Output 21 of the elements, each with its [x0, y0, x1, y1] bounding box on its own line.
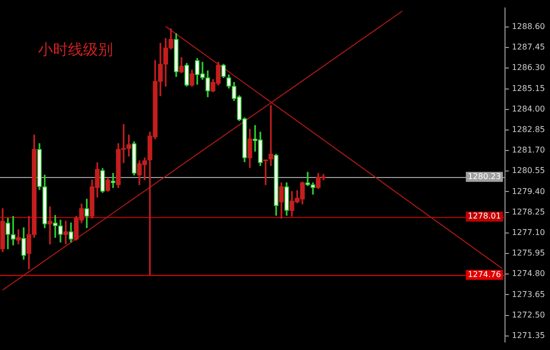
y-tick-label: 1274.80: [512, 269, 546, 278]
candlestick: [48, 206, 52, 244]
text: 小时线级别: [38, 40, 113, 59]
y-tick-label: 1282.85: [512, 125, 546, 134]
y-tick-label: 1288.60: [512, 22, 546, 32]
y-tick-label: 1285.15: [512, 84, 546, 93]
y-tick-label: 1280.55: [512, 166, 546, 176]
y-tick-label: 1278.25: [512, 207, 546, 216]
y-tick-label: 1281.70: [512, 146, 546, 155]
y-tick-label: 1284.00: [512, 104, 546, 114]
y-tick-label: 1272.50: [512, 310, 546, 320]
ref-line-label: 1280.23: [468, 172, 501, 181]
y-tick-label: 1287.45: [512, 42, 546, 52]
y-tick-label: 1271.35: [512, 331, 546, 340]
y-tick-label: 1279.40: [512, 186, 546, 196]
y-tick-label: 1275.95: [512, 248, 546, 258]
y-tick-label: 1277.10: [512, 228, 546, 238]
ref-line-label: 1274.76: [468, 270, 501, 279]
y-tick-label: 1273.65: [512, 290, 546, 299]
ref-line-label: 1278.01: [468, 212, 501, 221]
y-tick-label: 1286.30: [512, 63, 546, 72]
